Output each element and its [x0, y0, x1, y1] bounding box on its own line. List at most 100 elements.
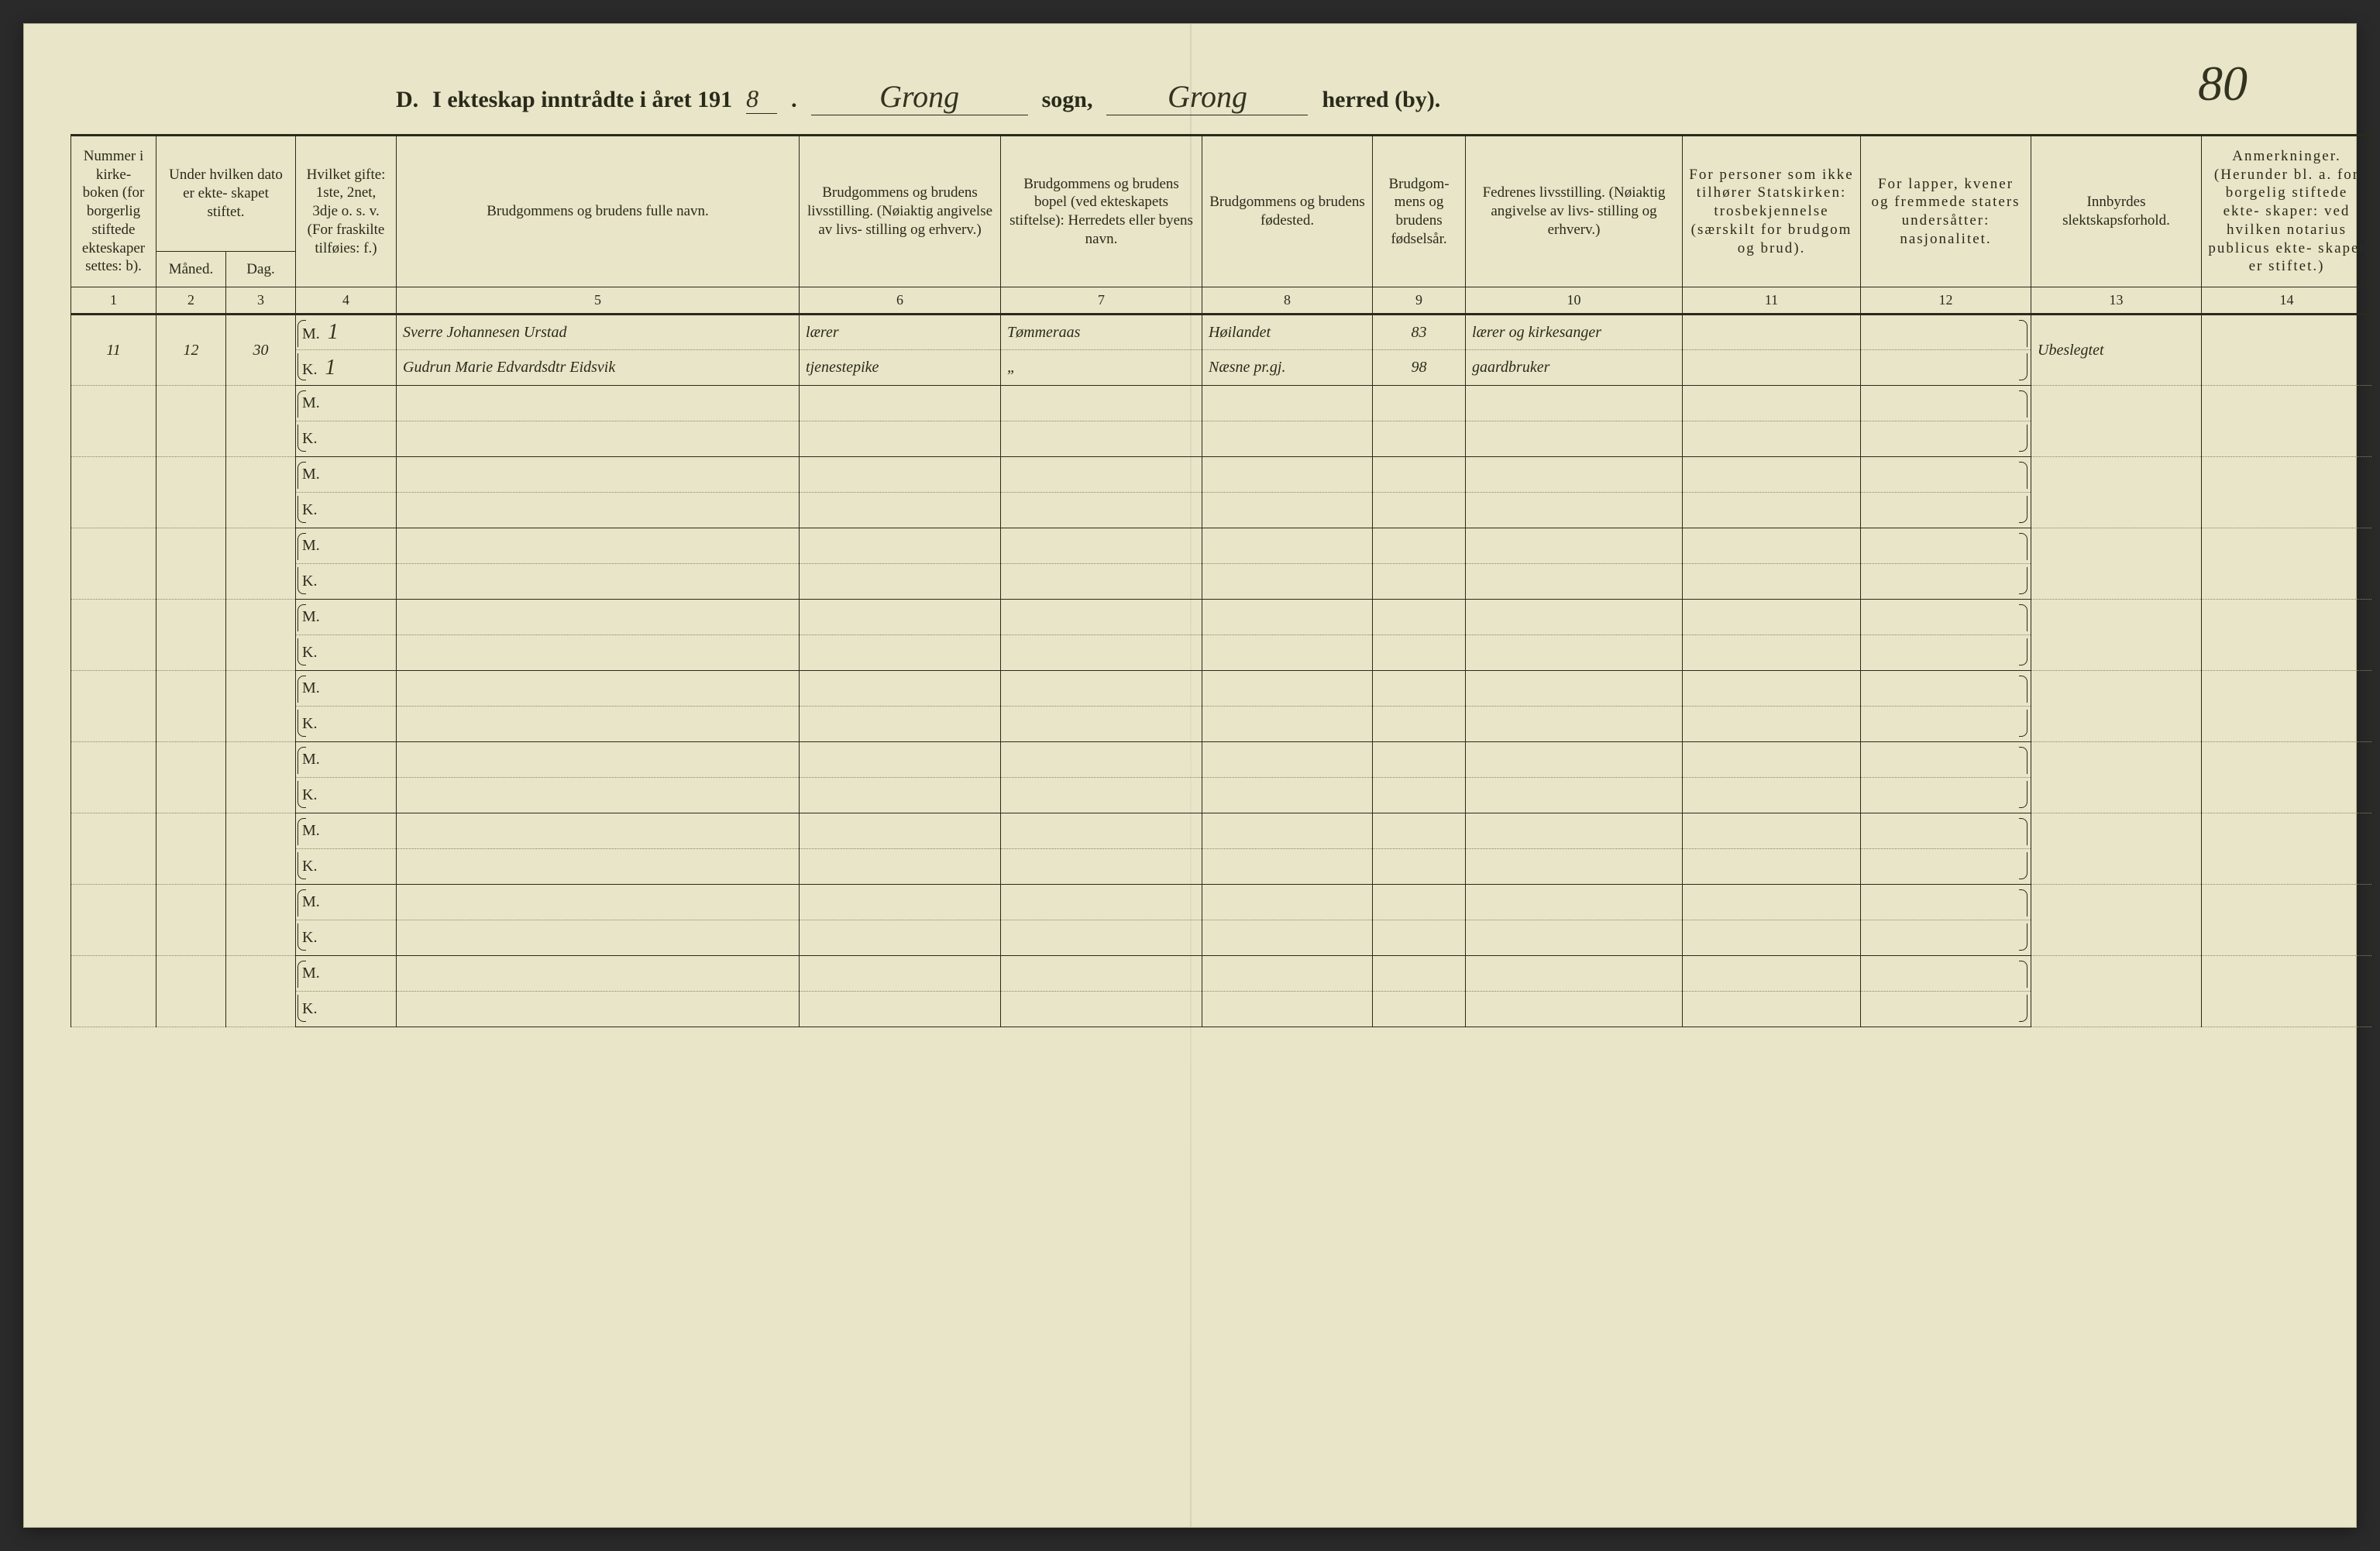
- entry-month: [156, 600, 226, 671]
- groom-birthplace: [1202, 885, 1373, 920]
- table-head: Nummer i kirke- boken (for borgerlig sti…: [71, 136, 2372, 315]
- groom-col11: [1683, 885, 1861, 920]
- mk-label-m: M.: [296, 528, 397, 564]
- groom-birthyear: [1373, 671, 1466, 707]
- mk-label-k: K. 1: [296, 350, 397, 386]
- mk-label-m: M.: [296, 457, 397, 493]
- entry-row-groom: M.: [71, 600, 2372, 635]
- bride-full-name: [397, 564, 800, 600]
- bride-full-name: [397, 849, 800, 885]
- bride-occupation: tjenestepike: [800, 350, 1001, 386]
- groom-col12: [1861, 315, 2031, 350]
- bride-occupation: [800, 992, 1001, 1027]
- kinship: [2031, 600, 2202, 671]
- entry-row-groom: M.: [71, 813, 2372, 849]
- groom-full-name: [397, 671, 800, 707]
- groom-birthplace: [1202, 956, 1373, 992]
- bride-occupation: [800, 421, 1001, 457]
- bride-occupation: [800, 849, 1001, 885]
- groom-birthplace: [1202, 457, 1373, 493]
- bride-father-occupation: [1466, 992, 1683, 1027]
- col-header-3: Hvilket gifte: 1ste, 2net, 3dje o. s. v.…: [296, 136, 397, 287]
- col-header-6: Brudgommens og brudens bopel (ved ektesk…: [1001, 136, 1202, 287]
- colnum: 11: [1683, 287, 1861, 315]
- groom-occupation: [800, 956, 1001, 992]
- groom-col12: [1861, 457, 2031, 493]
- bride-full-name: [397, 992, 800, 1027]
- bride-father-occupation: [1466, 707, 1683, 742]
- colnum: 5: [397, 287, 800, 315]
- bride-father-occupation: [1466, 635, 1683, 671]
- groom-full-name: [397, 528, 800, 564]
- bride-birthyear: [1373, 849, 1466, 885]
- remarks: [2202, 315, 2372, 386]
- bride-col12: [1861, 920, 2031, 956]
- bride-birthyear: [1373, 992, 1466, 1027]
- remarks: [2202, 528, 2372, 600]
- page-number: 80: [2198, 55, 2248, 112]
- mk-label-m: M.: [296, 742, 397, 778]
- mk-label-m: M. 1: [296, 315, 397, 350]
- mk-label-k: K.: [296, 493, 397, 528]
- groom-birthyear: [1373, 386, 1466, 421]
- bride-full-name: [397, 778, 800, 813]
- bride-residence: [1001, 493, 1202, 528]
- groom-occupation: [800, 457, 1001, 493]
- mk-label-m: M.: [296, 813, 397, 849]
- groom-residence: [1001, 956, 1202, 992]
- mk-label-m: M.: [296, 885, 397, 920]
- bride-father-occupation: [1466, 920, 1683, 956]
- header-numrow: 1 2 3 4 5 6 7 8 9 10 11 12 13 14: [71, 287, 2372, 315]
- bride-father-occupation: gaardbruker: [1466, 350, 1683, 386]
- bride-col11: [1683, 920, 1861, 956]
- mk-label-m: M.: [296, 956, 397, 992]
- mk-label-k: K.: [296, 920, 397, 956]
- bride-col11: [1683, 564, 1861, 600]
- groom-father-occupation: [1466, 457, 1683, 493]
- remarks: [2202, 813, 2372, 885]
- entry-month: [156, 742, 226, 813]
- entry-number: [71, 528, 156, 600]
- entry-row-bride: K.: [71, 707, 2372, 742]
- col-header-10: For personer som ikke tilhører Statskirk…: [1683, 136, 1861, 287]
- bride-col11: [1683, 635, 1861, 671]
- colnum: 1: [71, 287, 156, 315]
- entry-row-bride: K.: [71, 493, 2372, 528]
- colnum: 9: [1373, 287, 1466, 315]
- entry-day: [226, 528, 296, 600]
- bride-residence: [1001, 707, 1202, 742]
- groom-father-occupation: lærer og kirkesanger: [1466, 315, 1683, 350]
- bride-birthplace: [1202, 778, 1373, 813]
- entry-month: [156, 885, 226, 956]
- bride-birthyear: 98: [1373, 350, 1466, 386]
- bride-father-occupation: [1466, 778, 1683, 813]
- groom-father-occupation: [1466, 813, 1683, 849]
- bride-birthyear: [1373, 421, 1466, 457]
- colnum: 4: [296, 287, 397, 315]
- colnum: 3: [226, 287, 296, 315]
- col-header-2b: Dag.: [226, 252, 296, 287]
- groom-birthplace: [1202, 386, 1373, 421]
- groom-birthyear: [1373, 528, 1466, 564]
- mk-label-k: K.: [296, 421, 397, 457]
- entry-number: [71, 457, 156, 528]
- kinship: [2031, 528, 2202, 600]
- groom-residence: [1001, 600, 1202, 635]
- bride-father-occupation: [1466, 564, 1683, 600]
- entry-row-groom: M.: [71, 386, 2372, 421]
- entry-day: [226, 386, 296, 457]
- entry-row-groom: 111230M. 1Sverre Johannesen UrstadlærerT…: [71, 315, 2372, 350]
- groom-father-occupation: [1466, 885, 1683, 920]
- col-header-2a: Måned.: [156, 252, 226, 287]
- groom-residence: [1001, 528, 1202, 564]
- entry-row-groom: M.: [71, 457, 2372, 493]
- header-year-digit: 8: [746, 84, 777, 114]
- groom-father-occupation: [1466, 600, 1683, 635]
- mk-label-m: M.: [296, 600, 397, 635]
- bride-full-name: Gudrun Marie Edvardsdtr Eidsvik: [397, 350, 800, 386]
- bride-col12: [1861, 992, 2031, 1027]
- groom-occupation: [800, 671, 1001, 707]
- entry-month: [156, 813, 226, 885]
- groom-full-name: [397, 813, 800, 849]
- entry-row-bride: K.: [71, 564, 2372, 600]
